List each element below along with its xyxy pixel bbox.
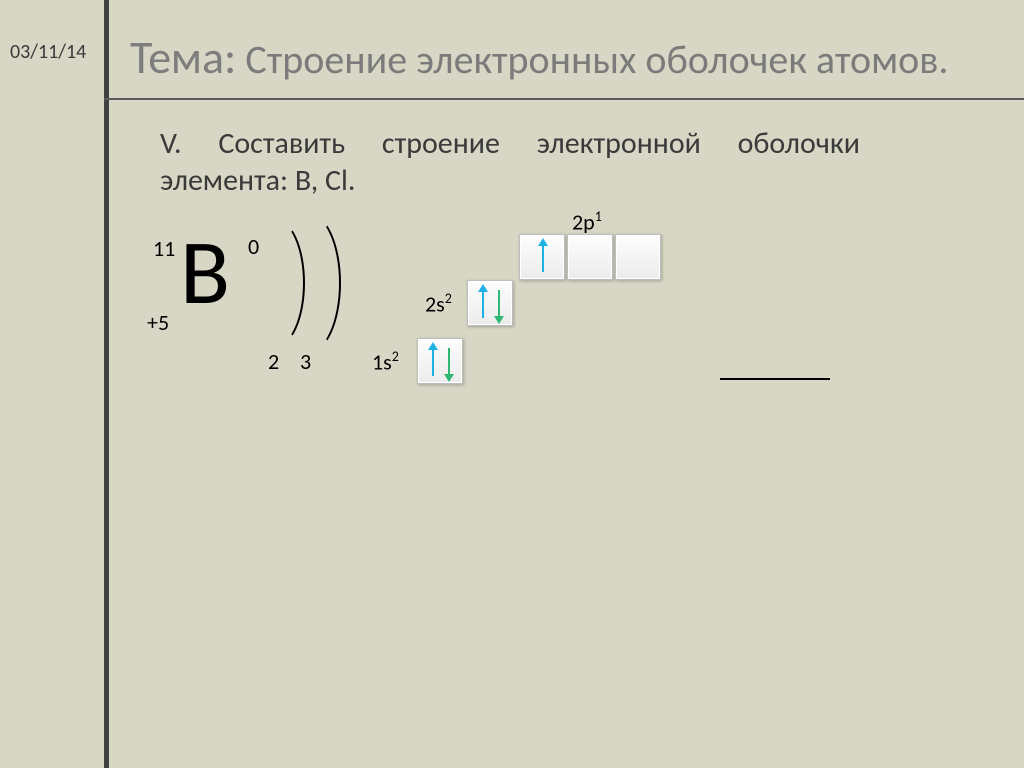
orbital-box [519,234,565,280]
orbital-label-2s: 2s2 [425,290,452,317]
orbital-box [615,234,661,280]
shell-count-2: 3 [300,348,311,375]
slide-background [0,0,1024,768]
answer-blank-line [720,378,830,380]
shell-arc-2 [275,212,341,354]
slide-title: Тема: Строение электронных оболочек атом… [130,30,1004,86]
orbital-label-2p: 2p1 [572,208,602,235]
orbital-box [417,338,463,384]
title-subject: Строение электронных оболочек атомов. [245,35,948,84]
orbital-label-1s: 1s2 [372,348,399,375]
shell-count-1: 2 [268,348,279,375]
nuclear-charge: +5 [147,309,169,336]
spin-down-arrow [498,290,500,318]
mass-number: 11 [153,235,175,262]
spin-up-arrow [482,290,484,318]
orbital-box [467,280,513,326]
horizontal-rule [104,98,1024,100]
spin-down-arrow [448,348,450,376]
spin-up-arrow [542,244,544,272]
orbital-box [567,234,613,280]
element-symbol: В [180,215,230,328]
date-text: 03/11/14 [10,40,86,64]
title-label: Тема: [130,30,236,86]
vertical-rule [104,0,109,768]
spin-up-arrow [432,348,434,376]
task-text: V. Составить строение электронной оболоч… [160,125,860,199]
